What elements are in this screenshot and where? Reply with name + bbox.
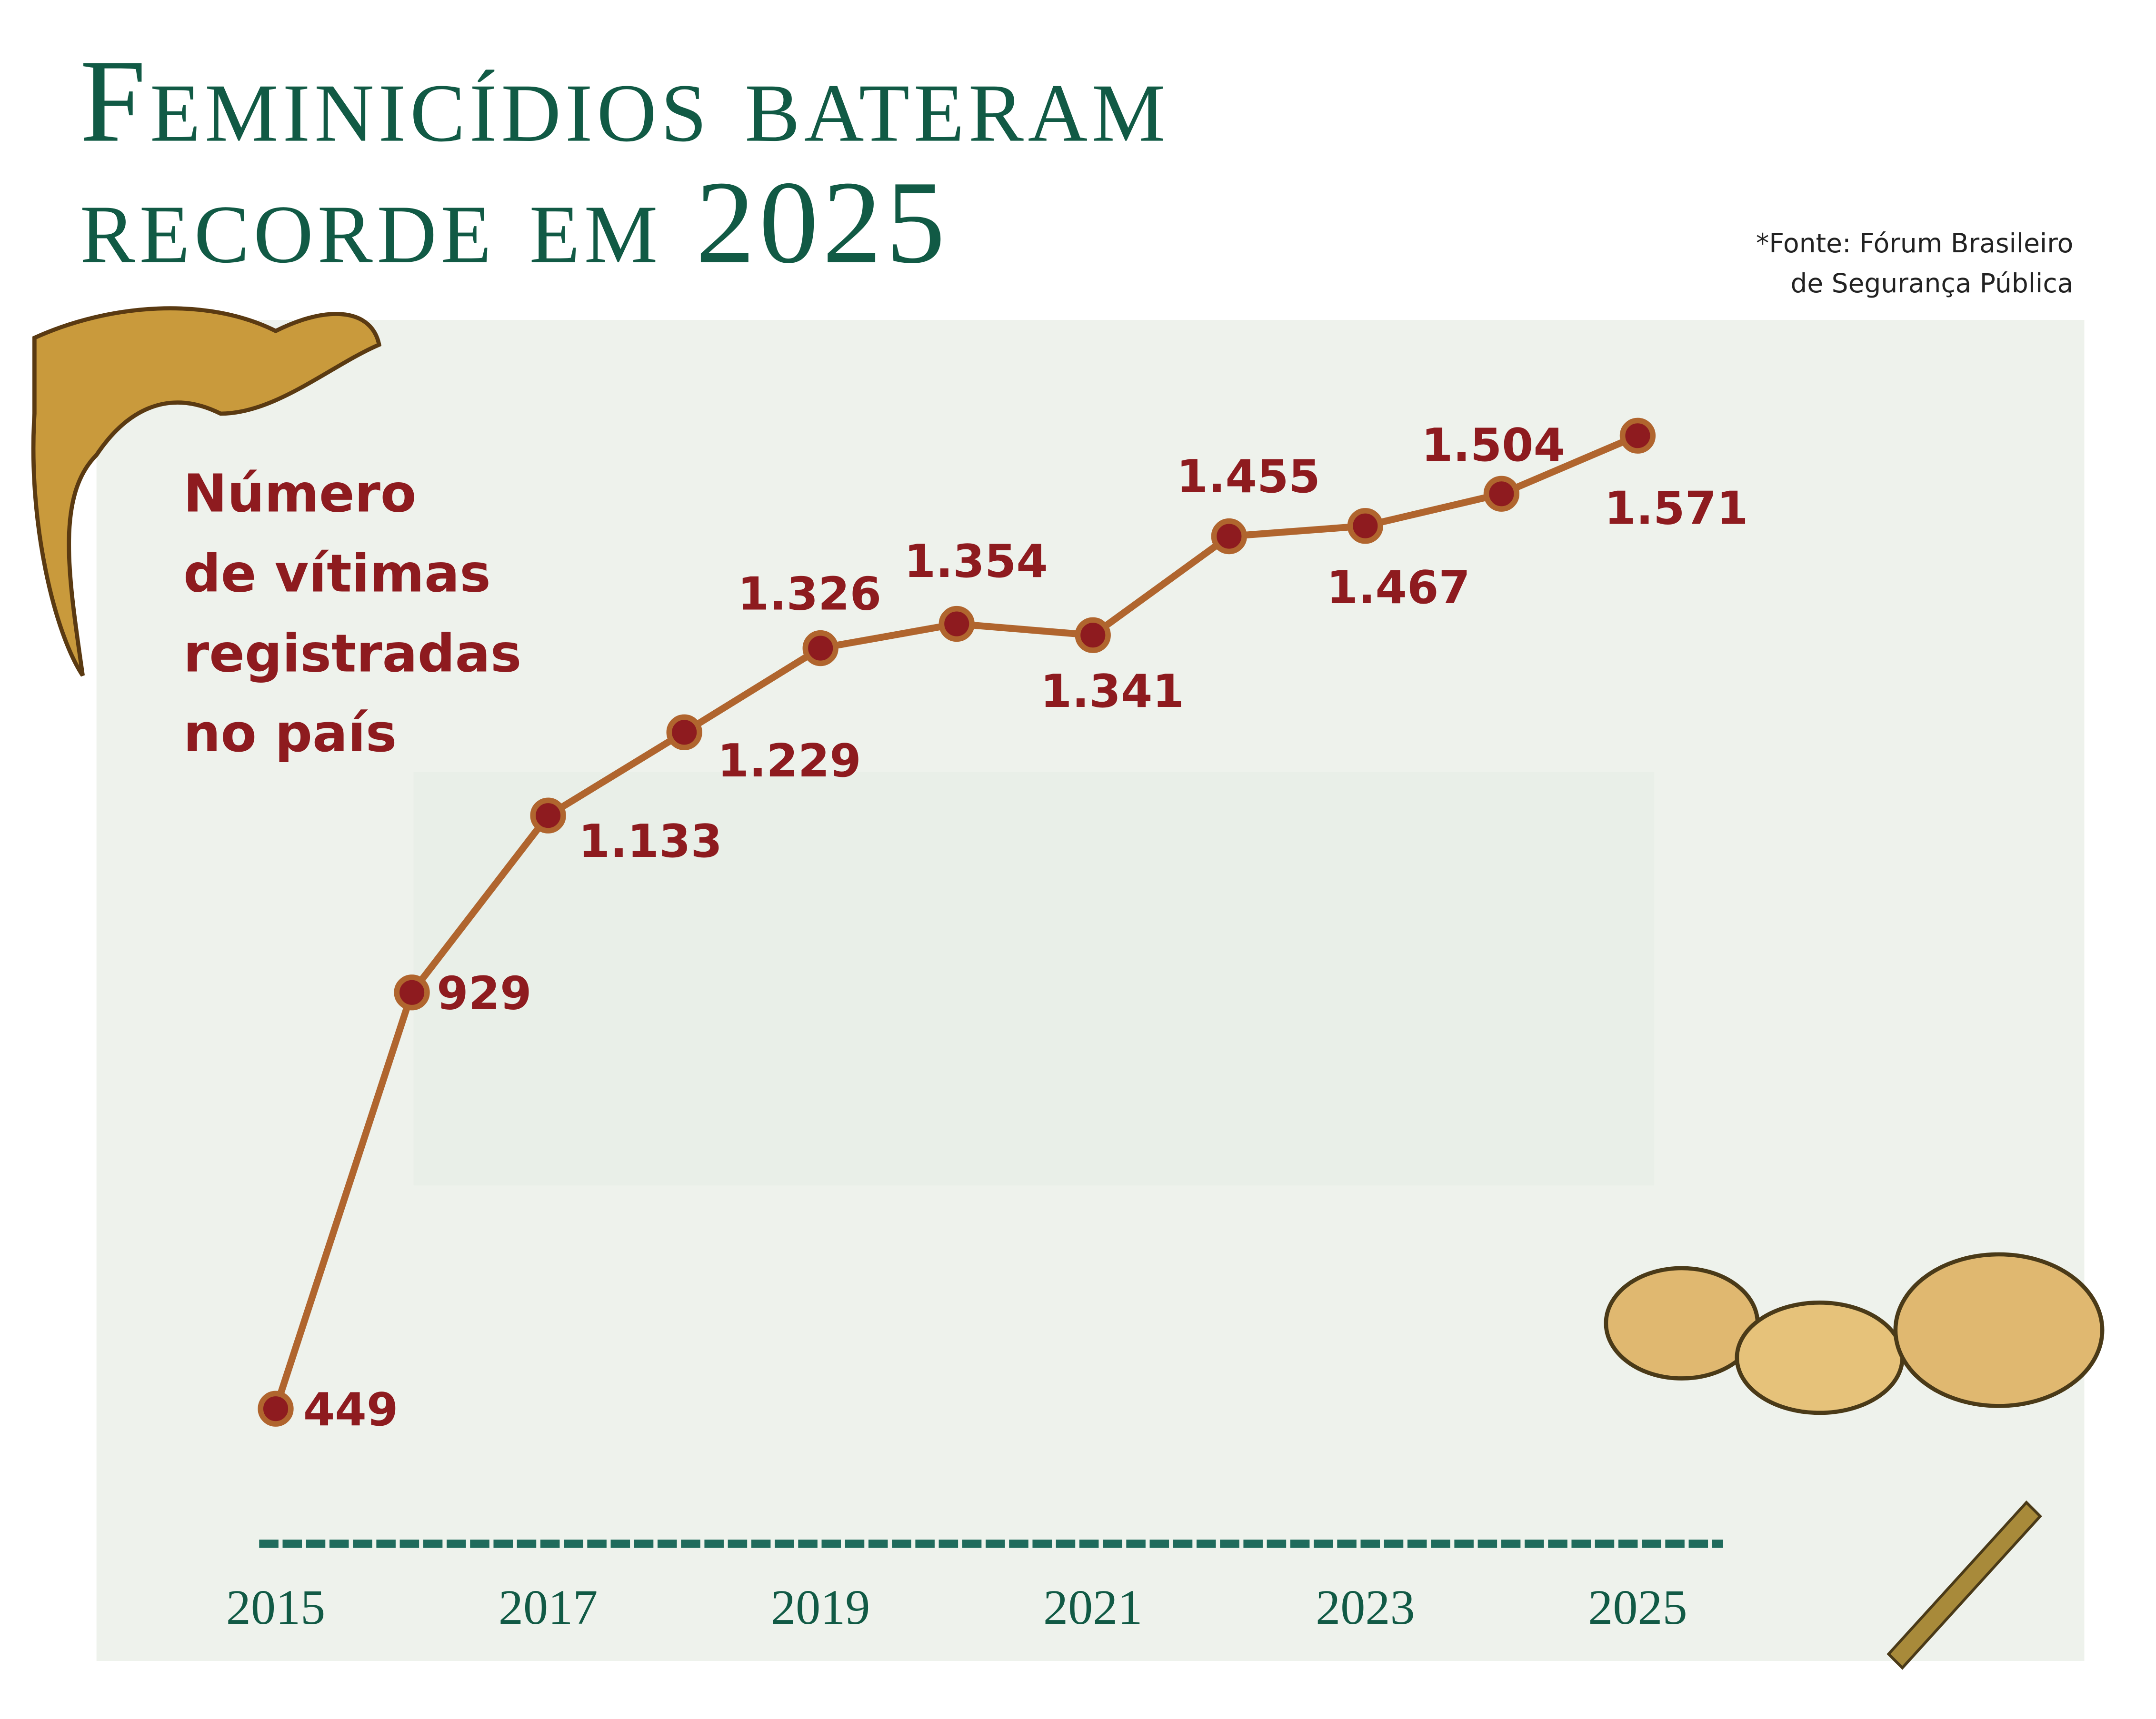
data-label: 449 (303, 1383, 398, 1436)
data-point (258, 1391, 294, 1427)
data-label: 1.504 (1421, 418, 1565, 472)
data-point (666, 714, 702, 750)
data-label: 1.354 (904, 535, 1048, 588)
data-point (1619, 417, 1656, 454)
data-label: 929 (437, 967, 531, 1020)
ornament-corner (31, 306, 382, 677)
annotation: no país (183, 703, 397, 764)
x-tick-label: 2017 (499, 1580, 598, 1635)
source-note: de Segurança Pública (1790, 268, 2073, 298)
paint-texture (413, 772, 1655, 1186)
data-point (394, 974, 430, 1011)
chart-title: recorde em 2025 (80, 156, 949, 288)
data-point (1211, 518, 1247, 555)
data-point (1347, 508, 1383, 544)
data-point (802, 630, 838, 666)
annotation: Número (183, 463, 416, 524)
x-tick-label: 2019 (771, 1580, 870, 1635)
x-tick-label: 2021 (1043, 1580, 1142, 1635)
data-label: 1.467 (1327, 561, 1470, 614)
data-label: 1.326 (738, 567, 881, 621)
x-tick-label: 2025 (1588, 1580, 1687, 1635)
ornament-flowers (1604, 1252, 2105, 1670)
annotation: registradas (183, 623, 521, 684)
x-tick-label: 2023 (1316, 1580, 1415, 1635)
annotation: de vítimas (183, 543, 491, 604)
x-tick-label: 2015 (226, 1580, 325, 1635)
data-label: 1.229 (718, 734, 861, 787)
data-point (1075, 617, 1111, 653)
data-point (938, 606, 975, 642)
data-label: 1.571 (1604, 482, 1748, 535)
data-point (530, 797, 566, 834)
data-label: 1.455 (1177, 450, 1320, 503)
data-label: 1.133 (579, 815, 722, 868)
data-label: 1.341 (1040, 665, 1184, 718)
chart-title: Feminicídios bateram (80, 35, 1169, 167)
data-point (1483, 476, 1520, 512)
source-note: *Fonte: Fórum Brasileiro (1756, 228, 2073, 258)
